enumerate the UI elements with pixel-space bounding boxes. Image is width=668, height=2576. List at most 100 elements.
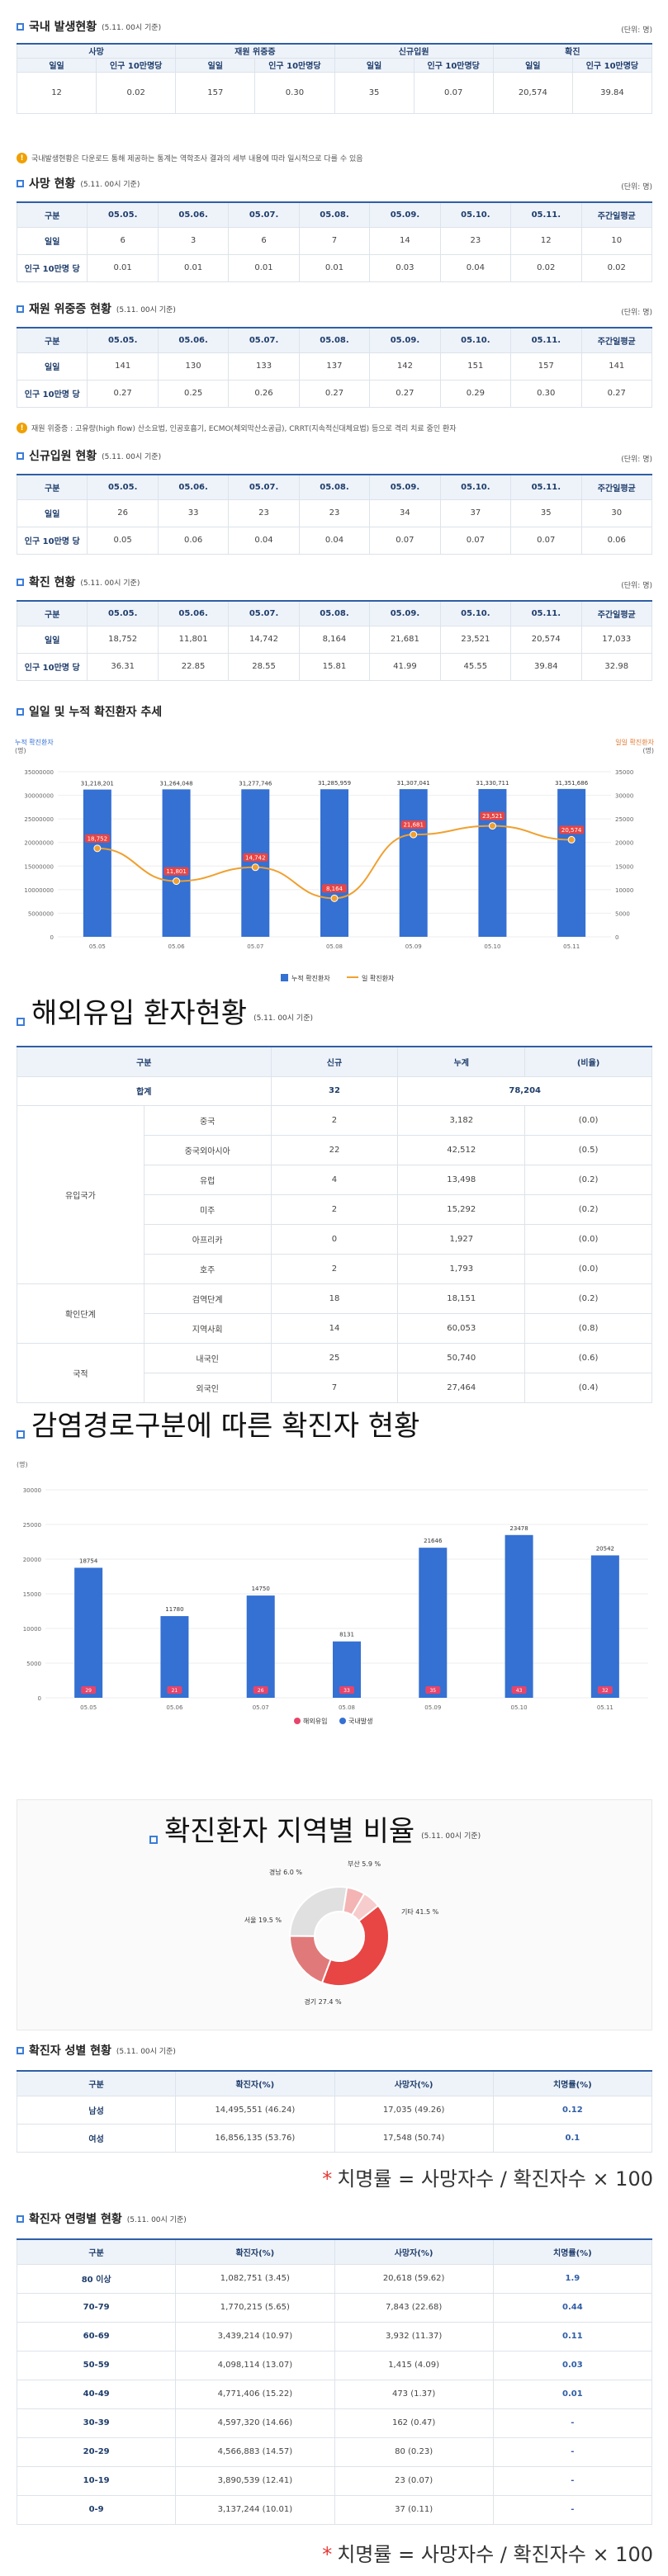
bar-label: 31,277,746 — [239, 780, 272, 787]
cum-cell: 3,182 — [397, 1104, 526, 1136]
column-header: 치명률(%) — [492, 2070, 653, 2096]
overseas-marker — [167, 1686, 182, 1694]
table-row: 지역사회 14 60,053 (0.8) — [17, 1312, 652, 1344]
point-label-bg — [84, 834, 110, 843]
value-cell: 33 — [157, 499, 230, 527]
column-header: 05.10. — [439, 600, 512, 626]
value-cell: 0.29 — [439, 379, 512, 408]
row-label: 남성 — [16, 2095, 177, 2125]
value-cell: 28.55 — [228, 652, 300, 681]
column-header: 05.09. — [369, 327, 441, 353]
pie-slice — [288, 1886, 348, 1937]
legend-label: 해외유입 — [303, 1717, 327, 1725]
new-cell: 14 — [270, 1312, 399, 1344]
value-cell: 0.07 — [439, 526, 512, 555]
y-tick-label: 5000000 — [28, 910, 54, 917]
deaths-section: 사망 현황 (5.11. 00시 기준) (단위: 명) 구분 05.05. 05.06.… — [16, 173, 652, 282]
fatality-cell: - — [492, 2465, 653, 2496]
row-label: 70-79 — [16, 2292, 177, 2323]
cum-cell: 60,053 — [397, 1312, 526, 1344]
y-axis-unit: (명) — [17, 1460, 28, 1468]
row-label: 60-69 — [16, 2321, 177, 2351]
row-label: 50-59 — [16, 2350, 177, 2380]
overseas-label: 29 — [85, 1688, 92, 1694]
fatality-cell: 1.9 — [492, 2263, 653, 2294]
critical-section: 재원 위중증 현황 (5.11. 00시 기준) (단위: 명) 구분 05.05. 05… — [16, 299, 652, 408]
value-cell: 41.99 — [369, 652, 441, 681]
column-header: 05.08. — [298, 474, 371, 500]
value-cell: 3,890,539 (12.41) — [175, 2465, 335, 2496]
overseas-title: 해외유입 환자현황 (5.11. 00시 기준) — [17, 990, 313, 1031]
new-cell: 25 — [270, 1342, 399, 1373]
total-row: 합계 32 78,204 — [17, 1075, 652, 1106]
column-header: 05.09. — [369, 201, 441, 228]
value-cell: 0.30 — [510, 379, 582, 408]
ratio-cell: (0.2) — [524, 1193, 652, 1225]
value-cell: 0.02 — [510, 253, 582, 282]
x-tick-label: 05.05 — [80, 1704, 97, 1711]
x-tick-label: 05.07 — [247, 943, 263, 950]
bar-label: 18754 — [79, 1557, 98, 1564]
point-label: 8,164 — [326, 886, 343, 892]
x-tick-label: 05.09 — [405, 943, 422, 950]
value-cell: 4,098,114 (13.07) — [175, 2350, 335, 2380]
bar-label: 21646 — [424, 1538, 443, 1544]
column-header: 05.07. — [228, 327, 300, 353]
bar-label: 31,218,201 — [81, 781, 114, 787]
value-cell: 0.04 — [439, 253, 512, 282]
critical-note: ! 재원 위중증 : 고유량(high flow) 산소요법, 인공호흡기, EC… — [17, 423, 652, 433]
table-row: 미주 2 15,292 (0.2) — [17, 1193, 652, 1225]
row-label: 유럽 — [143, 1164, 272, 1195]
total-label: 합계 — [17, 1075, 272, 1106]
x-tick-label: 05.08 — [326, 943, 343, 950]
value-cell: 151 — [439, 352, 512, 380]
cum-cell: 50,740 — [397, 1342, 526, 1373]
column-header: 구분 — [16, 474, 88, 500]
gender-section: 확진자 성별 현황 (5.11. 00시 기준) 구분 확진자(%) 사망자(%) 치명… — [16, 2040, 653, 2153]
bar-label: 23478 — [509, 1525, 528, 1532]
table-row: 확인단계 검역단계 18 18,151 (0.2) — [17, 1283, 652, 1344]
line-point — [567, 835, 576, 844]
unit-label: (단위: 명) — [621, 26, 652, 35]
column-header: 05.11. — [510, 201, 582, 228]
table-row: 인구 10만명 당 36.31 22.85 28.55 15.81 41.99 45.55 3… — [16, 652, 652, 681]
route-chart: (명) 30000 25000 20000 15000 10000 5000 0 18754 29… — [17, 1460, 648, 1725]
column-header: 주간일평균 — [580, 474, 652, 500]
overseas-marker — [81, 1686, 97, 1694]
slice-label: 경기 27.4 % — [304, 1997, 342, 2006]
fatality-cell: - — [492, 2408, 653, 2438]
x-tick-label: 05.05 — [89, 943, 106, 950]
value-cell: 16,856,135 (53.76) — [175, 2123, 335, 2153]
new-cell: 7 — [270, 1372, 399, 1403]
point-label-bg — [559, 825, 585, 834]
bar — [557, 788, 586, 937]
column-header: 신규 — [270, 1046, 399, 1077]
value-cell: 23 — [439, 226, 512, 255]
column-header: 05.06. — [157, 600, 230, 626]
table-row: 중국외아시아 22 42,512 (0.5) — [17, 1134, 652, 1165]
y-tick-label: 35000000 — [24, 769, 54, 776]
line-point — [173, 877, 181, 886]
table-row: 30-39 4,597,320 (14.66) 162 (0.47) - — [16, 2408, 653, 2438]
y-tick-label: 20000 — [23, 1557, 41, 1563]
value-cell: 1,770,215 (5.65) — [175, 2292, 335, 2323]
value-cell: 0.01 — [87, 253, 159, 282]
table-row: 일일 18,752 11,801 14,742 8,164 21,681 23,521 20,… — [16, 625, 652, 654]
right-axis-title: 일일 확진환자 — [615, 738, 654, 746]
value-cell: 45.55 — [439, 652, 512, 681]
line-point — [93, 844, 102, 853]
column-header: 주간일평균 — [580, 600, 652, 626]
column-header: 05.10. — [439, 327, 512, 353]
ratio-cell: (0.4) — [524, 1372, 652, 1403]
deaths-title: 사망 현황 (5.11. 00시 기준) — [17, 175, 140, 191]
row-label: 지역사회 — [143, 1312, 272, 1344]
deaths-table: 구분 05.05. 05.06. 05.07. 05.08. 05.09. 05.10. 05… — [16, 201, 652, 282]
overseas-marker — [511, 1686, 527, 1694]
y-tick-label: 30000 — [23, 1487, 41, 1494]
column-header: 누계 — [397, 1046, 526, 1077]
ratio-cell: (0.5) — [524, 1134, 652, 1165]
bar — [320, 789, 348, 937]
point-label-bg — [322, 884, 347, 893]
column-header: 05.10. — [439, 474, 512, 500]
age-title: 확진자 연령별 현황 (5.11. 00시 기준) — [17, 2210, 187, 2227]
